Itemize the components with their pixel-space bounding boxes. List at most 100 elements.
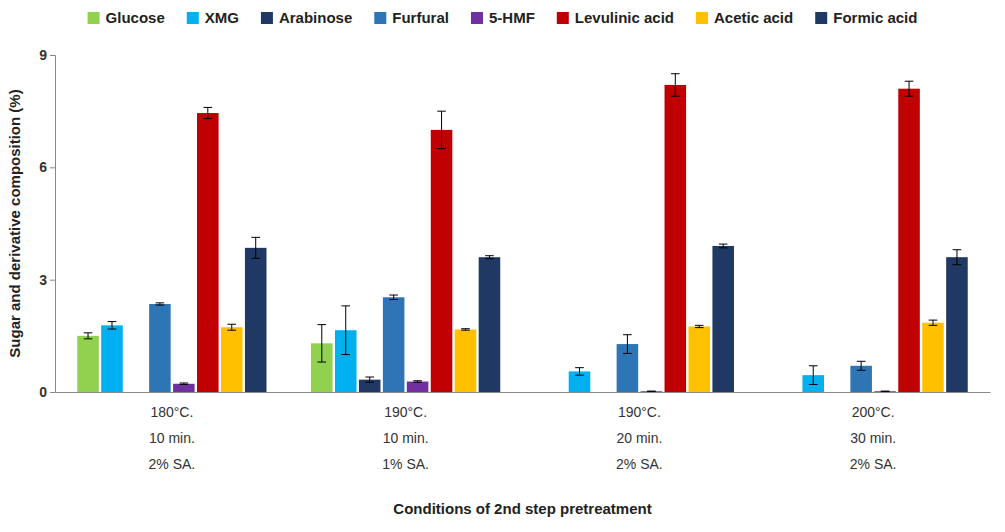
x-tick-label: 190°C. bbox=[618, 404, 661, 420]
y-tick-mark bbox=[50, 55, 55, 56]
error-bar bbox=[809, 366, 818, 385]
series bbox=[359, 377, 381, 392]
error-bar bbox=[341, 306, 350, 355]
x-tick-label: 20 min. bbox=[616, 430, 662, 446]
y-tick: 6 bbox=[39, 159, 55, 175]
y-tick-mark bbox=[50, 280, 55, 281]
series bbox=[245, 237, 968, 392]
legend-label: 5-HMF bbox=[489, 9, 535, 26]
bar bbox=[149, 304, 171, 392]
y-tick-mark bbox=[50, 392, 55, 393]
error-bar bbox=[695, 325, 704, 327]
legend-label: Arabinose bbox=[279, 9, 352, 26]
x-tick-label: 2% SA. bbox=[616, 456, 663, 472]
x-tick-label: 180°C. bbox=[150, 404, 193, 420]
error-bar bbox=[671, 74, 680, 96]
x-tick-label: 10 min. bbox=[383, 430, 429, 446]
series bbox=[197, 74, 920, 392]
legend-label: Levulinic acid bbox=[575, 9, 674, 26]
error-bar bbox=[317, 325, 326, 362]
legend-swatch bbox=[815, 12, 827, 24]
x-tick-label: 30 min. bbox=[850, 430, 896, 446]
legend-label: Acetic acid bbox=[714, 9, 793, 26]
y-tick-label: 9 bbox=[39, 47, 47, 63]
bar bbox=[197, 113, 219, 392]
legend-swatch bbox=[696, 12, 708, 24]
error-bar bbox=[413, 381, 422, 382]
error-bar bbox=[881, 391, 890, 392]
error-bar bbox=[84, 333, 93, 339]
bar bbox=[641, 391, 663, 392]
bar bbox=[479, 257, 501, 392]
plot-area: 0 3 6 9 180°C. 10 min. 2% SA. 190°C. 10 min. 1% S… bbox=[39, 47, 990, 472]
error-bar bbox=[389, 295, 398, 299]
y-tick: 3 bbox=[39, 272, 55, 288]
x-tick-label: 1% SA. bbox=[382, 456, 429, 472]
x-axis-title: Conditions of 2nd step pretreatment bbox=[393, 500, 651, 517]
error-bar bbox=[437, 111, 446, 148]
y-tick-mark bbox=[50, 167, 55, 168]
x-tick-label: 2% SA. bbox=[149, 456, 196, 472]
chart-container: 0 3 6 9 180°C. 10 min. 2% SA. 190°C. 10 min. 1% S… bbox=[0, 0, 1005, 532]
series bbox=[221, 320, 944, 392]
bar bbox=[688, 326, 710, 392]
x-tick-label: 200°C. bbox=[852, 404, 895, 420]
error-bar bbox=[485, 256, 494, 259]
error-bar bbox=[156, 303, 165, 305]
series bbox=[173, 381, 896, 392]
error-bar bbox=[203, 107, 212, 118]
error-bar bbox=[251, 237, 260, 258]
bar bbox=[946, 257, 968, 392]
legend-item: Glucose bbox=[88, 9, 165, 26]
bar bbox=[77, 336, 99, 392]
x-tick: 190°C. 10 min. 1% SA. bbox=[382, 392, 429, 472]
bar bbox=[245, 248, 267, 392]
error-bar bbox=[461, 329, 470, 330]
bar bbox=[383, 297, 405, 392]
y-tick-label: 3 bbox=[39, 272, 47, 288]
legend-label: Furfural bbox=[392, 9, 449, 26]
legend-swatch bbox=[471, 12, 483, 24]
error-bar bbox=[929, 320, 938, 325]
x-tick: 190°C. 20 min. 2% SA. bbox=[616, 392, 663, 472]
bar bbox=[455, 329, 477, 392]
error-bar bbox=[227, 324, 236, 330]
y-tick-label: 6 bbox=[39, 159, 47, 175]
x-tick-label: 190°C. bbox=[384, 404, 427, 420]
legend-item: Acetic acid bbox=[696, 9, 793, 26]
bar bbox=[874, 391, 896, 392]
legend-item: Furfural bbox=[374, 9, 449, 26]
legend-swatch bbox=[187, 12, 199, 24]
legend: Glucose XMG Arabinose Furfural 5-HMF Levulini… bbox=[88, 9, 918, 26]
y-axis-title: Sugar and derivative composition (%) bbox=[6, 89, 23, 357]
y-tick: 0 bbox=[39, 384, 55, 400]
error-bar bbox=[905, 81, 914, 96]
x-axis-line bbox=[56, 392, 991, 393]
legend-item: Arabinose bbox=[261, 9, 352, 26]
x-tick-label: 10 min. bbox=[149, 430, 195, 446]
bar bbox=[431, 130, 453, 392]
bar bbox=[898, 89, 920, 392]
y-axis-line bbox=[50, 56, 56, 393]
bars bbox=[77, 74, 967, 392]
legend-item: Levulinic acid bbox=[557, 9, 674, 26]
legend-label: Formic acid bbox=[833, 9, 917, 26]
bar bbox=[712, 246, 734, 392]
error-bar bbox=[719, 244, 728, 248]
chart-svg: 0 3 6 9 180°C. 10 min. 2% SA. 190°C. 10 min. 1% S… bbox=[0, 0, 1005, 532]
error-bar bbox=[365, 377, 374, 382]
bar bbox=[665, 85, 687, 392]
error-bar bbox=[108, 322, 117, 329]
legend-swatch bbox=[374, 12, 386, 24]
legend-label: Glucose bbox=[106, 9, 165, 26]
bar bbox=[101, 325, 123, 392]
error-bar bbox=[953, 250, 962, 265]
bar bbox=[922, 323, 944, 392]
error-bar bbox=[575, 368, 584, 375]
legend-swatch bbox=[88, 12, 100, 24]
bar bbox=[221, 327, 243, 392]
x-tick-label: 2% SA. bbox=[850, 456, 897, 472]
legend-label: XMG bbox=[205, 9, 239, 26]
bar bbox=[173, 384, 195, 392]
legend-swatch bbox=[557, 12, 569, 24]
